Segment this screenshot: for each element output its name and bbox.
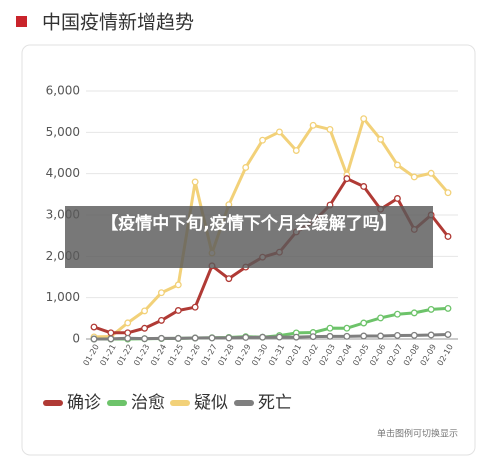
legend-label[interactable]: 死亡: [258, 393, 292, 413]
point: [174, 281, 182, 289]
point: [393, 161, 401, 169]
point: [309, 333, 317, 341]
point: [292, 333, 300, 341]
point: [174, 307, 182, 314]
point: [360, 319, 368, 327]
point: [377, 332, 385, 340]
point: [191, 178, 199, 186]
point: [410, 331, 418, 339]
point: [275, 128, 283, 136]
point: [326, 324, 334, 332]
banner: 【疫情中下旬,疫情下个月会缓解了吗】: [65, 206, 433, 268]
point: [377, 314, 385, 322]
point: [242, 333, 250, 341]
y-tick-label: 0: [72, 332, 80, 346]
point: [157, 316, 165, 324]
note: 单击图例可切换显示: [377, 428, 458, 440]
point: [410, 309, 418, 317]
point: [427, 331, 435, 339]
point: [444, 233, 452, 240]
point: [157, 334, 165, 342]
point: [275, 333, 283, 341]
point: [444, 304, 452, 312]
series-line: [93, 333, 449, 341]
point: [107, 329, 115, 337]
point: [141, 335, 149, 343]
y-tick-label: 6,000: [46, 84, 80, 98]
chart-frame: [21, 44, 476, 456]
point: [292, 147, 300, 154]
point: [427, 305, 435, 313]
point: [157, 289, 165, 297]
series-line: [93, 117, 450, 339]
point: [141, 307, 149, 315]
point: [208, 334, 216, 342]
point: [444, 331, 452, 338]
point: [242, 164, 250, 171]
point: [191, 334, 199, 342]
point: [107, 335, 115, 343]
point: [343, 332, 351, 340]
point: [343, 324, 351, 332]
title-marker: [16, 16, 27, 27]
y-tick-label: 4,000: [46, 166, 80, 180]
point: [377, 135, 385, 143]
point: [90, 323, 98, 331]
point: [393, 331, 401, 339]
chart-title: 中国疫情新增趋势: [42, 12, 194, 34]
point: [225, 334, 233, 342]
legend-label[interactable]: 治愈: [131, 393, 165, 413]
legend-label[interactable]: 确诊: [67, 393, 101, 413]
point: [393, 195, 401, 202]
point: [360, 183, 368, 190]
point: [225, 275, 233, 283]
point: [174, 334, 182, 342]
y-tick-label: 5,000: [46, 125, 80, 139]
point: [410, 173, 418, 181]
point: [141, 324, 149, 332]
point: [326, 332, 334, 340]
point: [343, 175, 351, 183]
point: [444, 189, 452, 197]
point: [124, 319, 132, 327]
point: [393, 310, 401, 318]
point: [360, 332, 368, 340]
point: [326, 125, 334, 133]
point: [259, 136, 267, 144]
legend-label[interactable]: 疑似: [194, 393, 228, 413]
point: [124, 334, 132, 342]
point: [360, 115, 368, 123]
point: [427, 169, 435, 177]
x-tick-label: 02-10: [435, 343, 454, 368]
point: [124, 329, 132, 337]
y-tick-label: 1,000: [46, 290, 80, 304]
point: [309, 121, 317, 129]
point: [191, 303, 199, 311]
point: [90, 335, 98, 343]
point: [259, 333, 267, 341]
